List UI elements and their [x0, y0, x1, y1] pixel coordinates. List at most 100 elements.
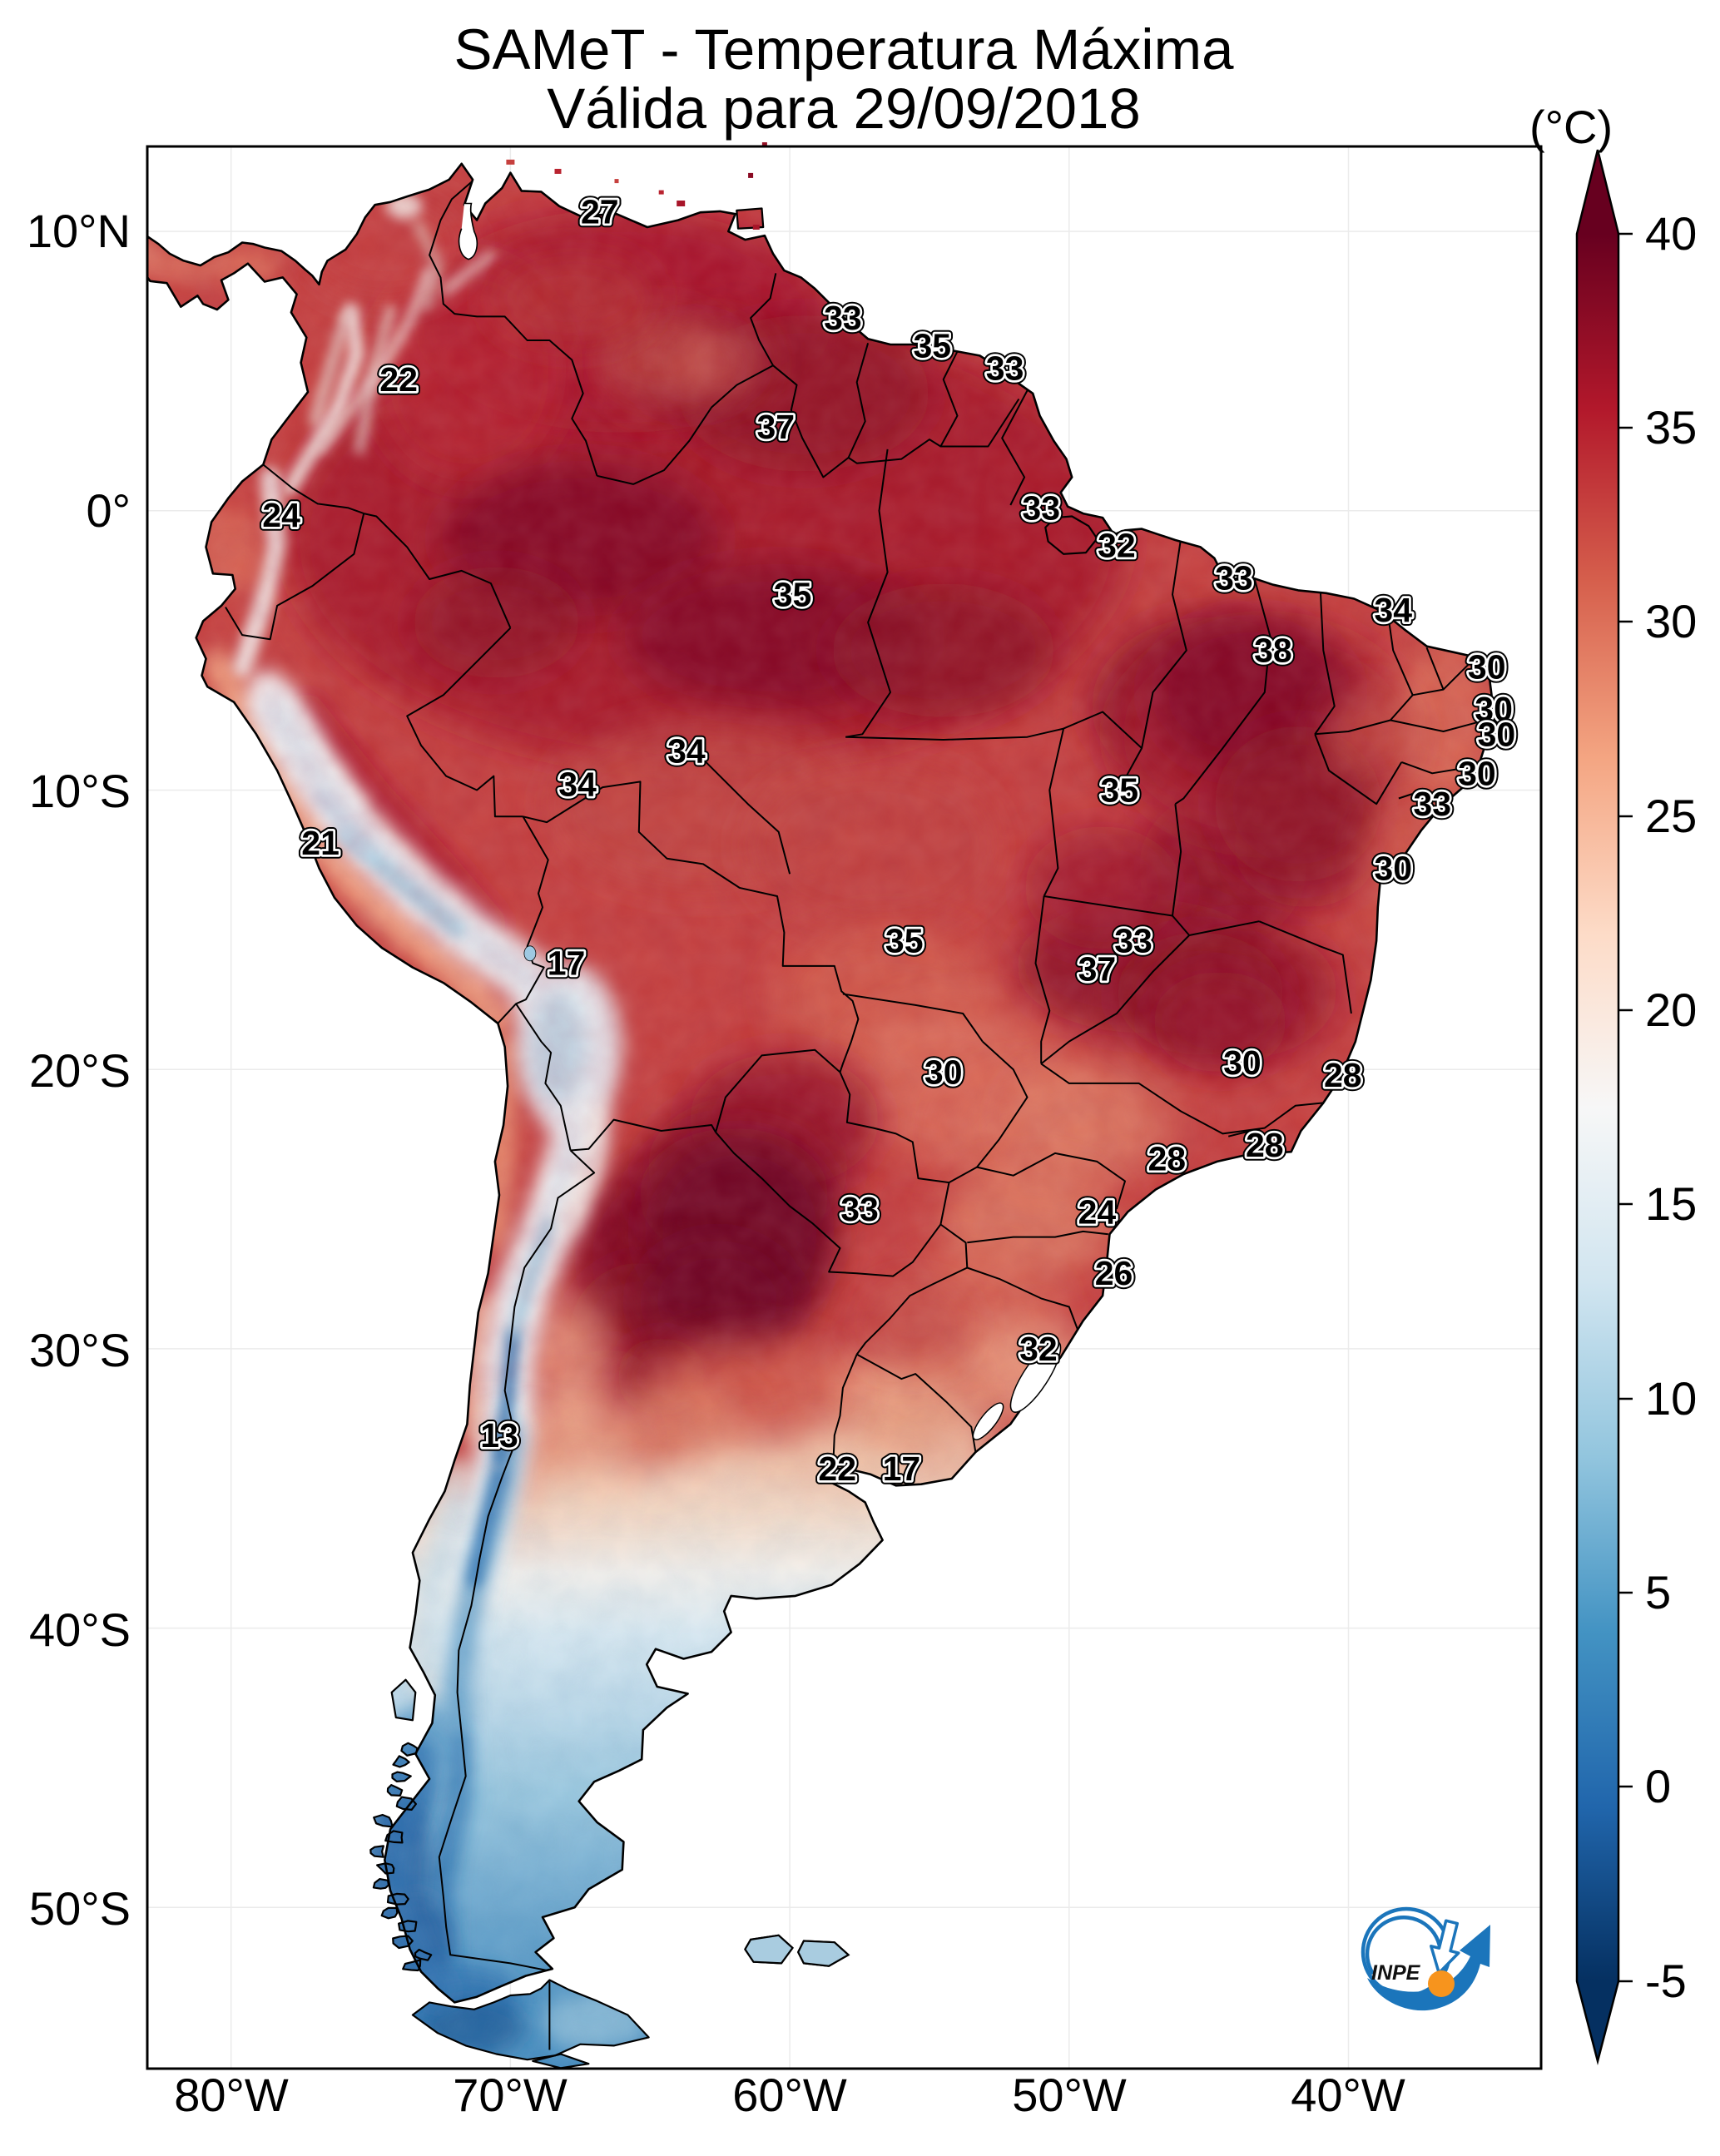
svg-text:40: 40 [1645, 207, 1697, 260]
svg-text:30: 30 [1468, 648, 1506, 686]
svg-text:25: 25 [1645, 790, 1697, 842]
svg-text:28: 28 [1147, 1140, 1186, 1178]
svg-text:40°S: 40°S [29, 1603, 131, 1656]
svg-text:33: 33 [824, 299, 862, 337]
svg-text:22: 22 [818, 1450, 856, 1488]
svg-text:24: 24 [1078, 1192, 1117, 1231]
svg-text:10°N: 10°N [27, 205, 131, 257]
svg-text:13: 13 [480, 1416, 518, 1455]
svg-text:34: 34 [667, 732, 706, 771]
svg-text:INPE: INPE [1371, 1961, 1421, 1985]
svg-text:30: 30 [924, 1053, 963, 1092]
svg-text:17: 17 [883, 1450, 921, 1488]
svg-text:30: 30 [1475, 690, 1513, 728]
svg-text:35: 35 [1100, 771, 1138, 810]
svg-text:28: 28 [1324, 1056, 1362, 1094]
svg-text:21: 21 [301, 824, 340, 862]
svg-text:33: 33 [1413, 785, 1451, 823]
svg-text:22: 22 [379, 360, 418, 399]
svg-text:0: 0 [1645, 1760, 1671, 1812]
svg-text:35: 35 [913, 327, 951, 365]
svg-text:13: 13 [480, 1416, 518, 1455]
svg-text:24: 24 [262, 496, 300, 534]
svg-text:32: 32 [1098, 527, 1136, 565]
svg-text:32: 32 [1019, 1330, 1058, 1368]
svg-text:37: 37 [1078, 949, 1117, 988]
svg-text:30: 30 [1458, 754, 1496, 792]
svg-text:30: 30 [924, 1053, 963, 1092]
svg-text:32: 32 [1019, 1330, 1058, 1368]
svg-text:5: 5 [1645, 1566, 1671, 1618]
svg-text:34: 34 [667, 732, 706, 771]
svg-text:38: 38 [1254, 632, 1292, 670]
svg-text:17: 17 [548, 944, 586, 983]
svg-text:30°S: 30°S [29, 1324, 131, 1376]
svg-text:-5: -5 [1645, 1955, 1687, 2007]
svg-text:24: 24 [262, 496, 300, 534]
svg-text:35: 35 [774, 576, 812, 614]
svg-text:37: 37 [1078, 949, 1117, 988]
svg-text:0°: 0° [86, 484, 131, 537]
svg-text:38: 38 [1254, 632, 1292, 670]
svg-text:33: 33 [824, 299, 862, 337]
svg-text:33: 33 [986, 349, 1024, 388]
svg-text:22: 22 [379, 360, 418, 399]
svg-text:35: 35 [885, 922, 924, 960]
svg-text:34: 34 [1374, 591, 1412, 629]
svg-text:24: 24 [1078, 1192, 1117, 1231]
svg-text:33: 33 [1215, 558, 1253, 597]
svg-text:27: 27 [581, 193, 619, 231]
svg-text:33: 33 [1022, 488, 1060, 527]
svg-text:30: 30 [1223, 1043, 1261, 1082]
svg-text:21: 21 [301, 824, 340, 862]
svg-text:30: 30 [1374, 849, 1412, 887]
svg-text:24: 24 [1078, 1192, 1117, 1231]
svg-text:30: 30 [1458, 754, 1496, 792]
svg-text:33: 33 [1022, 488, 1060, 527]
svg-text:33: 33 [1413, 785, 1451, 823]
svg-text:22: 22 [818, 1450, 856, 1488]
svg-text:34: 34 [558, 766, 597, 804]
svg-text:17: 17 [883, 1450, 921, 1488]
svg-text:37: 37 [756, 408, 795, 446]
svg-text:33: 33 [1022, 488, 1060, 527]
svg-text:34: 34 [558, 766, 597, 804]
svg-text:(°C): (°C) [1529, 101, 1613, 153]
svg-text:35: 35 [1645, 401, 1697, 454]
svg-text:SAMeT - Temperatura Máxima: SAMeT - Temperatura Máxima [454, 17, 1235, 82]
svg-text:27: 27 [581, 193, 619, 231]
svg-text:30: 30 [924, 1053, 963, 1092]
svg-text:Válida para 29/09/2018: Válida para 29/09/2018 [547, 77, 1141, 141]
svg-text:28: 28 [1324, 1056, 1362, 1094]
svg-text:60°W: 60°W [732, 2069, 847, 2121]
svg-text:33: 33 [1413, 785, 1451, 823]
svg-text:33: 33 [1114, 922, 1152, 960]
svg-text:33: 33 [840, 1190, 879, 1228]
svg-text:34: 34 [1374, 591, 1412, 629]
svg-text:70°W: 70°W [453, 2069, 568, 2121]
svg-text:35: 35 [774, 576, 812, 614]
svg-text:30: 30 [1475, 690, 1513, 728]
svg-text:35: 35 [885, 922, 924, 960]
svg-text:35: 35 [913, 327, 951, 365]
svg-text:26: 26 [1095, 1254, 1133, 1292]
svg-text:32: 32 [1098, 527, 1136, 565]
svg-text:34: 34 [667, 732, 706, 771]
svg-text:33: 33 [1215, 558, 1253, 597]
svg-text:38: 38 [1254, 632, 1292, 670]
svg-text:28: 28 [1246, 1126, 1284, 1164]
svg-text:30: 30 [1223, 1043, 1261, 1082]
svg-text:28: 28 [1147, 1140, 1186, 1178]
svg-text:34: 34 [558, 766, 597, 804]
svg-text:13: 13 [480, 1416, 518, 1455]
svg-text:26: 26 [1095, 1254, 1133, 1292]
svg-text:28: 28 [1147, 1140, 1186, 1178]
svg-text:35: 35 [774, 576, 812, 614]
svg-text:30: 30 [1458, 754, 1496, 792]
svg-text:33: 33 [1114, 922, 1152, 960]
svg-text:50°W: 50°W [1012, 2069, 1127, 2121]
svg-text:20: 20 [1645, 984, 1697, 1036]
svg-text:17: 17 [548, 944, 586, 983]
svg-text:22: 22 [379, 360, 418, 399]
svg-text:21: 21 [301, 824, 340, 862]
